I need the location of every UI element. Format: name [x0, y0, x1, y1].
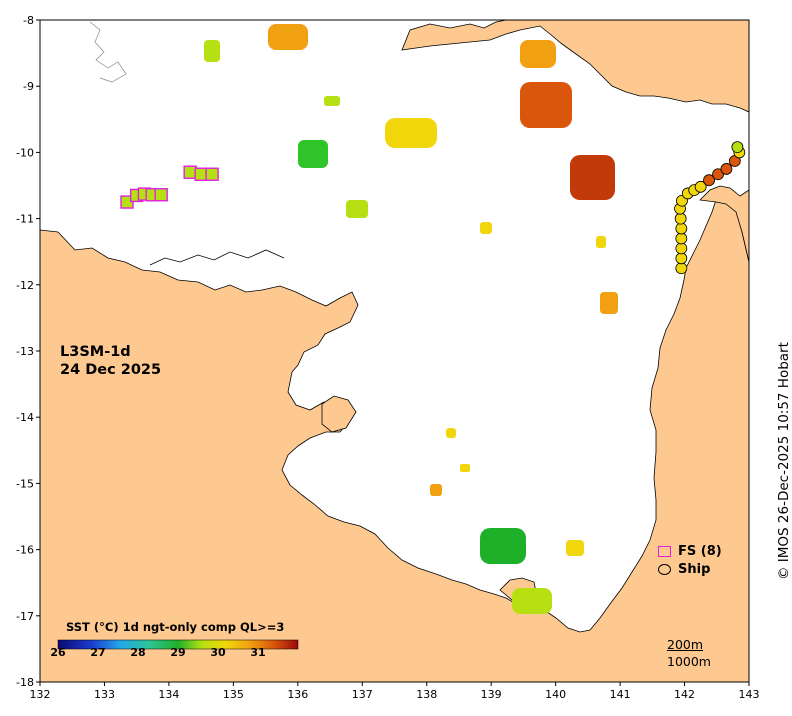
x-tick-label: 143	[739, 688, 760, 701]
y-tick-label: -13	[16, 345, 34, 358]
northern-territory-land	[40, 199, 749, 682]
ship-legend-label: Ship	[678, 561, 711, 577]
x-tick-label: 142	[674, 688, 695, 701]
ship-marker	[675, 262, 688, 275]
sst-patch	[268, 24, 308, 50]
sst-patch	[520, 40, 556, 68]
contour-1000m-label: 1000m	[667, 654, 711, 669]
ship-marker	[703, 174, 715, 187]
papua-new-guinea-land	[401, 20, 749, 113]
sst-patch	[298, 140, 328, 168]
platform-legend: FS (8) Ship	[658, 542, 722, 578]
ship-marker	[712, 168, 724, 181]
cape-york-tip	[699, 185, 749, 263]
y-tick-label: -14	[16, 411, 34, 424]
x-tick-label: 139	[481, 688, 502, 701]
x-tick-label: 141	[610, 688, 631, 701]
y-tick-label: -12	[16, 279, 34, 292]
ship-marker	[674, 212, 687, 225]
x-tick-label: 132	[30, 688, 51, 701]
imos-credit: © IMOS 26-Dec-2025 10:57 Hobart	[776, 342, 792, 580]
colorbar-tick-label: 27	[90, 646, 106, 659]
sst-patch	[460, 464, 470, 472]
y-tick-label: -10	[16, 146, 34, 159]
ship-marker	[675, 242, 688, 255]
sst-patch	[570, 155, 615, 200]
x-tick-label: 140	[545, 688, 566, 701]
y-tick-label: -9	[23, 80, 34, 93]
x-tick-label: 134	[158, 688, 179, 701]
x-tick-label: 135	[223, 688, 244, 701]
ship-markers	[674, 141, 746, 275]
product-label: L3SM-1d	[60, 344, 131, 360]
x-tick-label: 136	[287, 688, 308, 701]
colorbar-tick-label: 28	[130, 646, 146, 659]
legend-row-ship: Ship	[658, 560, 722, 578]
colorbar-tick-label: 31	[250, 646, 266, 659]
timor-outline	[89, 21, 127, 83]
y-tick-label: -17	[16, 610, 34, 623]
x-tick-label: 137	[352, 688, 373, 701]
x-axis: 132 133 134 135 136 137 138 139 140 141 142 143	[30, 682, 760, 701]
colorbar-gradient	[57, 639, 299, 650]
x-tick-label: 133	[94, 688, 115, 701]
colorbar-ticks: 26 27 28 29 30 31	[48, 646, 314, 660]
fs-marker	[205, 167, 219, 181]
sst-patch	[385, 118, 437, 148]
map-title: L3SM-1d 24 Dec 2025	[60, 343, 161, 379]
colorbar: SST (°C) 1d ngt-only comp QL>=3 26 27 28 29…	[48, 620, 314, 660]
sst-patch	[204, 40, 220, 62]
ship-marker	[675, 232, 688, 245]
legend-row-fs: FS (8)	[658, 542, 722, 560]
y-axis: -8 -9 -10 -11 -12 -13 -14 -15 -16 -17 -18	[16, 14, 40, 689]
ship-marker	[731, 141, 744, 154]
fs-legend-label: FS (8)	[678, 543, 722, 559]
ship-circle-icon	[658, 563, 671, 575]
y-tick-label: -16	[16, 544, 34, 557]
sst-patch	[596, 236, 606, 248]
contour-legend: 200m 1000m	[667, 636, 711, 670]
sst-patch	[480, 528, 526, 564]
ship-marker	[720, 163, 733, 175]
sst-patch	[520, 82, 572, 128]
date-label: 24 Dec 2025	[60, 362, 162, 378]
sst-patch	[566, 540, 584, 556]
sst-patch	[446, 428, 456, 438]
x-tick-label: 138	[416, 688, 437, 701]
fs-marker	[194, 167, 208, 181]
y-tick-label: -8	[23, 14, 34, 27]
colorbar-title: SST (°C) 1d ngt-only comp QL>=3	[66, 620, 285, 634]
sst-patch	[512, 588, 552, 614]
sst-patch	[346, 200, 368, 218]
sst-patch	[324, 96, 340, 106]
fs-markers	[120, 165, 219, 209]
colorbar-tick-label: 29	[170, 646, 186, 659]
ship-marker	[694, 180, 707, 193]
fs-square-icon	[658, 545, 671, 557]
groote-eylandt	[321, 395, 357, 433]
sst-observation-patches	[204, 24, 618, 614]
y-tick-label: -15	[16, 477, 34, 490]
colorbar-tick-label: 26	[50, 646, 66, 659]
sst-patch	[480, 222, 492, 234]
fs-marker	[154, 188, 168, 202]
y-tick-label: -18	[16, 676, 34, 689]
sst-patch	[430, 484, 442, 496]
sst-patch	[600, 292, 618, 314]
fs-marker	[183, 165, 197, 179]
ship-marker	[675, 252, 688, 265]
tiwi-coast-fragment	[149, 249, 285, 266]
colorbar-tick-label: 30	[210, 646, 226, 659]
land-layer	[40, 20, 749, 682]
y-tick-label: -11	[16, 213, 34, 226]
ship-marker	[675, 222, 688, 235]
contour-200m-label: 200m	[667, 637, 704, 652]
